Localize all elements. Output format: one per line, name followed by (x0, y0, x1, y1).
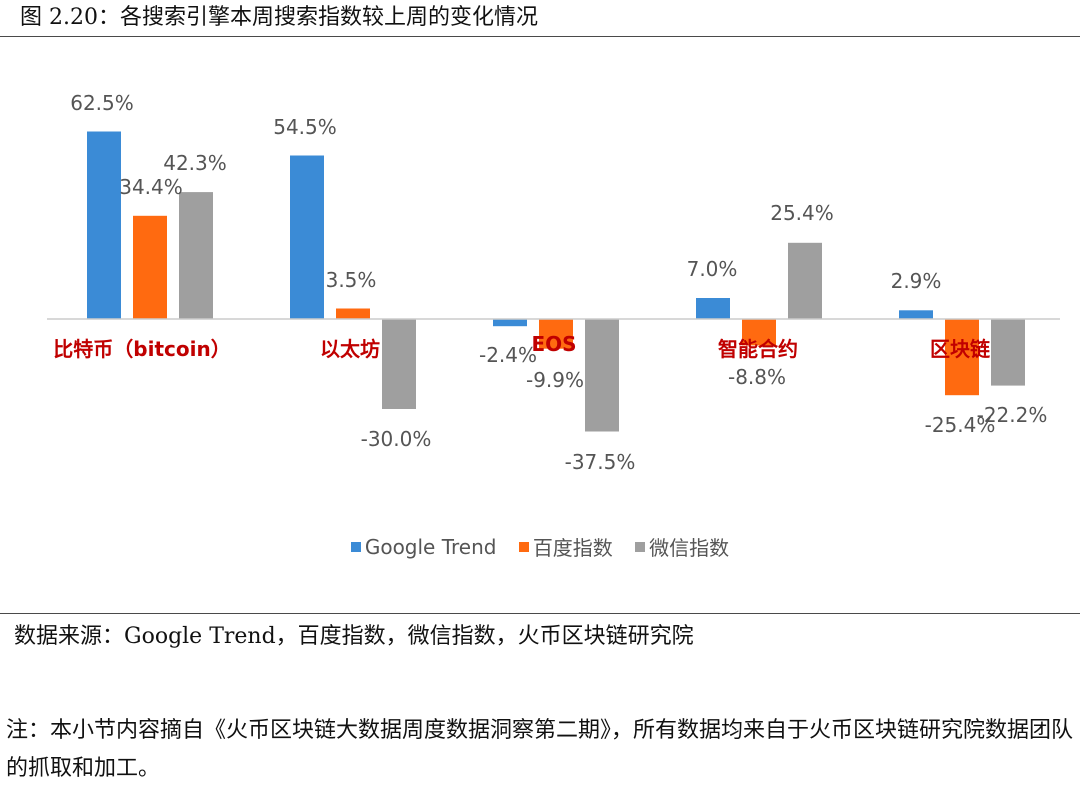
legend-swatch-weixin-index (635, 541, 646, 552)
chart-legend: Google Trend 百度指数 微信指数 (0, 532, 1080, 561)
value-label-series2-cat2: -37.5% (565, 450, 636, 474)
bar-series0-cat4 (899, 310, 933, 319)
bar-series2-cat2 (585, 319, 619, 432)
bar-series1-cat2 (539, 319, 573, 349)
bar-series1-cat4 (945, 319, 979, 396)
value-label-series0-cat1: 54.5% (273, 115, 337, 139)
bar-series0-cat2 (493, 319, 527, 327)
legend-swatch-baidu-index (518, 541, 529, 552)
category-label-1: 以太坊 (320, 337, 380, 361)
category-label-4: 区块链 (930, 337, 991, 361)
category-label-3: 智能合约 (718, 337, 798, 361)
bar-series1-cat0 (133, 215, 167, 319)
bar-series2-cat0 (179, 192, 213, 319)
value-label-series1-cat1: 3.5% (326, 268, 377, 292)
bar-series1-cat3 (742, 319, 776, 346)
value-label-series2-cat0: 42.3% (163, 151, 227, 175)
legend-item-google-trend: Google Trend (350, 534, 497, 559)
bottom-divider (0, 613, 1080, 614)
legend-label-google-trend: Google Trend (364, 534, 497, 559)
bar-series0-cat3 (696, 298, 730, 319)
bar-series0-cat0 (87, 131, 121, 319)
category-label-0: 比特币（bitcoin） (53, 337, 230, 361)
value-label-series0-cat3: 7.0% (687, 257, 738, 281)
category-label-2: EOS (531, 332, 576, 356)
value-label-series2-cat3: 25.4% (770, 201, 834, 225)
top-divider (0, 36, 1080, 37)
bar-series0-cat1 (290, 155, 324, 319)
footnote: 注：本小节内容摘自《火币区块链大数据周度数据洞察第二期》，所有数据均来自于火币区… (6, 718, 1074, 781)
value-label-series1-cat2: -9.9% (526, 368, 584, 392)
bar-series2-cat4 (991, 319, 1025, 386)
legend-swatch-google-trend (350, 541, 361, 552)
legend-label-baidu-index: 百度指数 (532, 536, 613, 560)
figure-title: 图 2.20：各搜索引擎本周搜索指数较上周的变化情况 (20, 5, 538, 30)
value-label-series0-cat0: 62.5% (70, 91, 134, 115)
bar-chart: 62.5% 54.5% -2.4% 7.0% 2.9% 34.4% 3.5% -9.9% -8.… (47, 91, 1060, 474)
value-label-series1-cat3: -8.8% (728, 365, 786, 389)
value-label-series1-cat4: -25.4% (925, 413, 996, 437)
value-label-series0-cat4: 2.9% (891, 269, 942, 293)
data-source: 数据来源：Google Trend，百度指数，微信指数，火币区块链研究院 (14, 624, 694, 649)
value-label-series2-cat1: -30.0% (361, 427, 432, 451)
legend-label-weixin-index: 微信指数 (649, 536, 730, 560)
value-label-series0-cat2: -2.4% (479, 343, 537, 367)
bar-series1-cat1 (336, 308, 370, 319)
value-label-series2-cat4: -22.2% (977, 403, 1048, 427)
bar-series2-cat1 (382, 319, 416, 409)
bar-series2-cat3 (788, 242, 822, 319)
legend-item-weixin-index: 微信指数 (635, 532, 729, 561)
value-label-series1-cat0: 34.4% (119, 175, 183, 199)
legend-item-baidu-index: 百度指数 (518, 532, 613, 561)
